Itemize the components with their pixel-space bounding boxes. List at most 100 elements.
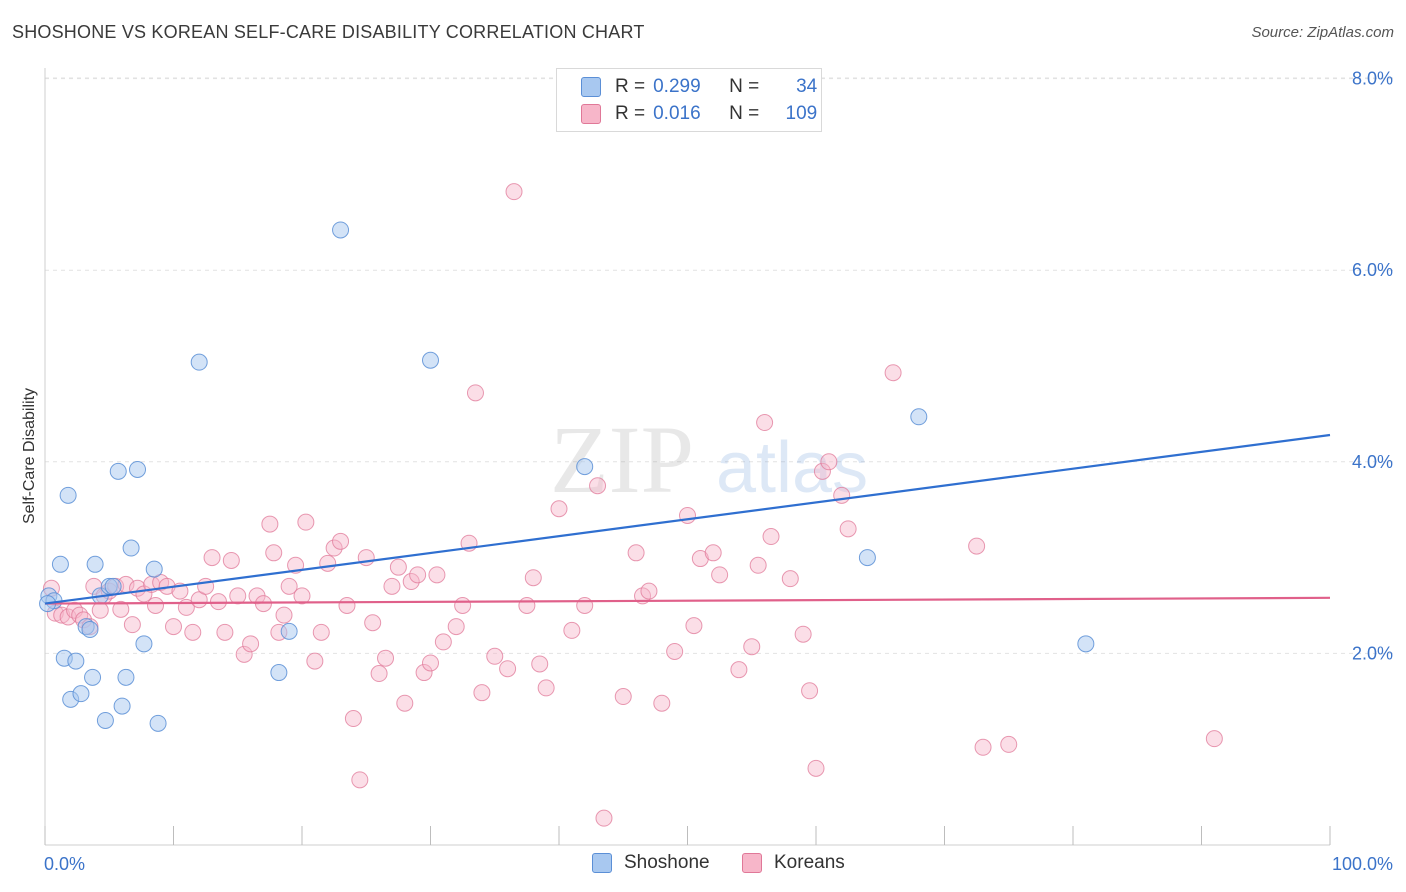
bottom-legend-label-koreans: Koreans [774, 852, 845, 873]
point-koreans [297, 513, 315, 531]
point-koreans [370, 665, 388, 683]
point-koreans [377, 649, 395, 667]
point-koreans [216, 623, 234, 641]
bottom-legend-label-shoshone: Shoshone [624, 852, 710, 873]
point-koreans [235, 645, 253, 663]
point-koreans [801, 682, 819, 700]
point-koreans [531, 655, 549, 673]
point-shoshone [149, 714, 167, 732]
point-koreans [589, 477, 607, 495]
point-koreans [466, 384, 484, 402]
stats-legend: R = 0.299 N = 34 R = 0.016 N = 109 [556, 68, 822, 132]
point-koreans [338, 597, 356, 614]
point-koreans [614, 688, 632, 706]
watermark-atlas: atlas [716, 428, 868, 508]
bottom-legend-koreans: Koreans [742, 852, 845, 874]
point-koreans [242, 635, 260, 653]
y-tick-label: 2.0% [1352, 643, 1393, 663]
point-koreans [807, 759, 825, 777]
point-shoshone [280, 622, 298, 640]
point-shoshone [135, 635, 153, 653]
x-tick-label-max: 100.0% [1332, 854, 1393, 874]
point-koreans [576, 597, 594, 614]
point-koreans [351, 771, 369, 789]
bottom-legend-swatch-shoshone [592, 853, 612, 873]
point-koreans [499, 660, 517, 678]
point-shoshone [270, 664, 288, 682]
point-koreans [389, 558, 407, 576]
point-shoshone [109, 462, 127, 480]
point-shoshone [96, 711, 114, 729]
point-shoshone [67, 652, 85, 670]
point-koreans [409, 566, 427, 584]
bottom-legend: Shoshone Koreans [0, 852, 1406, 878]
point-koreans [454, 597, 472, 614]
point-koreans [293, 587, 311, 605]
point-koreans [833, 486, 851, 504]
point-shoshone [113, 697, 131, 715]
point-shoshone [72, 685, 90, 703]
legend-n-value: 34 [796, 76, 818, 97]
point-koreans [261, 515, 279, 533]
bottom-legend-swatch-koreans [742, 853, 762, 873]
point-koreans [275, 606, 293, 624]
point-koreans [473, 684, 491, 702]
legend-row-shoshone: R = 0.299 N = 34 [557, 74, 817, 100]
point-koreans [306, 652, 324, 670]
point-shoshone [190, 353, 208, 371]
point-shoshone [576, 458, 594, 476]
point-koreans [595, 809, 613, 827]
point-koreans [524, 569, 542, 587]
point-koreans [505, 183, 523, 201]
watermark-zip: ZIP [550, 406, 694, 513]
point-koreans [794, 625, 812, 643]
series-koreans [42, 183, 1223, 827]
point-koreans [364, 614, 382, 632]
point-shoshone [84, 668, 102, 686]
point-koreans [396, 694, 414, 712]
point-koreans [839, 520, 857, 538]
point-shoshone [422, 351, 439, 369]
legend-swatch-shoshone [581, 77, 601, 97]
point-shoshone [117, 668, 135, 686]
legend-r-label: R = [615, 103, 646, 124]
point-koreans [428, 566, 446, 584]
point-koreans [813, 462, 831, 480]
point-koreans [743, 638, 761, 656]
point-koreans [422, 654, 439, 672]
watermark: ZIP atlas [550, 406, 868, 513]
point-koreans [756, 414, 774, 432]
point-shoshone [910, 408, 928, 426]
point-shoshone [858, 549, 876, 567]
legend-r-value: 0.016 [653, 103, 701, 124]
point-koreans [265, 544, 283, 562]
point-koreans [415, 664, 433, 682]
legend-swatch-koreans [581, 104, 601, 124]
legend-r-value: 0.299 [653, 76, 701, 97]
legend-r-label: R = [615, 76, 646, 97]
point-koreans [627, 544, 645, 562]
trendline-shoshone [44, 433, 1331, 605]
point-koreans [447, 618, 465, 636]
point-shoshone [122, 539, 140, 557]
series-shoshone [39, 221, 1095, 732]
point-koreans [711, 566, 729, 584]
bottom-legend-shoshone: Shoshone [592, 852, 710, 874]
point-koreans [434, 633, 452, 651]
point-koreans [53, 606, 71, 624]
point-koreans [518, 597, 536, 614]
point-koreans [974, 738, 992, 756]
point-koreans [685, 617, 703, 635]
y-tick-labels: 2.0% 4.0% 6.0% 8.0% [1352, 69, 1393, 664]
point-koreans [66, 601, 84, 619]
trendlines [44, 433, 1331, 605]
legend-n-value: 109 [785, 103, 818, 124]
point-shoshone [86, 555, 104, 573]
point-koreans [203, 549, 221, 567]
point-koreans [704, 544, 722, 562]
y-tick-label: 6.0% [1352, 260, 1393, 280]
point-koreans [537, 679, 555, 697]
point-koreans [402, 573, 420, 591]
legend-row-koreans: R = 0.016 N = 109 [557, 101, 817, 127]
